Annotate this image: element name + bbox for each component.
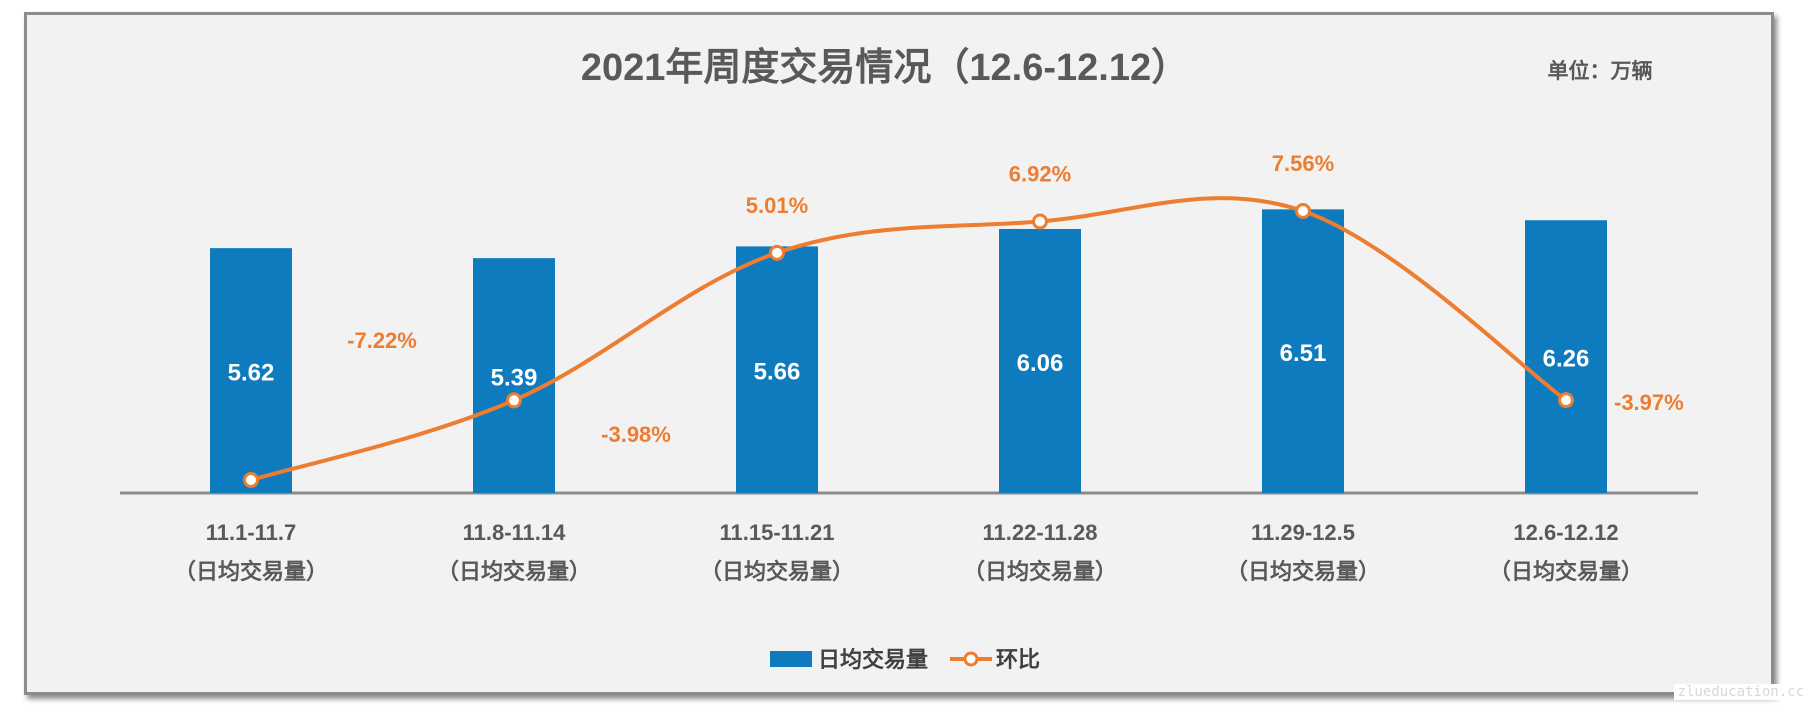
watermark: zlueducation.cc — [1673, 684, 1804, 700]
line-value-label: -3.97% — [1614, 390, 1684, 415]
bar-value-label: 6.06 — [1017, 350, 1064, 377]
x-tick-sublabel: （日均交易量） — [1226, 559, 1380, 584]
x-tick-sublabel: （日均交易量） — [174, 559, 328, 584]
unit-label: 单位：万辆 — [1548, 59, 1653, 83]
line-point-marker — [769, 244, 785, 261]
chart-frame — [24, 12, 1774, 695]
line-point-marker — [1032, 213, 1048, 230]
line-point-marker — [243, 472, 259, 488]
line-point-marker — [1558, 392, 1574, 409]
x-tick-label: 11.22-11.28 — [982, 520, 1097, 545]
line-point-marker — [506, 392, 522, 409]
mom-change-label: -3.98% — [601, 422, 671, 447]
line-layer — [243, 196, 1574, 488]
bar — [473, 258, 555, 493]
line-series-path — [250, 196, 1568, 482]
legend-bar-label: 日均交易量 — [818, 647, 928, 672]
bar — [999, 228, 1081, 493]
bar — [736, 246, 818, 493]
bar-value-label: 5.66 — [754, 359, 801, 386]
chart-title: 2021年周度交易情况（12.6-12.12） — [581, 46, 1189, 89]
mom-change-label: -7.22% — [347, 328, 417, 353]
x-tick-label: 12.6-12.12 — [1513, 520, 1618, 545]
x-tick-sublabel: （日均交易量） — [700, 559, 854, 584]
bar-value-label: 5.62 — [228, 360, 275, 387]
bar-value-label: 6.26 — [1543, 346, 1590, 373]
x-tick-label: 11.15-11.21 — [719, 520, 834, 545]
legend: 日均交易量 环比 — [770, 647, 1040, 672]
legend-line-label: 环比 — [996, 647, 1040, 672]
bar — [1525, 220, 1607, 493]
x-tick-sublabel: （日均交易量） — [437, 559, 591, 584]
x-tick-sublabel: （日均交易量） — [963, 559, 1117, 584]
line-value-label: 5.01% — [746, 193, 808, 218]
x-tick-sublabel: （日均交易量） — [1489, 559, 1643, 584]
bar — [1262, 209, 1344, 493]
x-tick-label: 11.8-11.14 — [463, 520, 567, 545]
bar-value-label: 5.39 — [491, 365, 538, 392]
line-point-marker — [1295, 203, 1311, 219]
bar — [210, 248, 292, 493]
x-tick-label: 11.29-12.5 — [1251, 520, 1355, 545]
labels-layer: 5.62 5.39 5.66 6.06 6.51 6.26 5.01% 6.92% 7.56% -… — [174, 151, 1684, 584]
legend-bar-swatch — [770, 651, 812, 667]
bars-layer — [210, 209, 1607, 493]
x-tick-label: 11.1-11.7 — [206, 520, 297, 545]
bar-value-label: 6.51 — [1280, 340, 1327, 367]
line-value-label: 6.92% — [1009, 161, 1071, 186]
legend-line-marker — [963, 651, 979, 667]
line-value-label: 7.56% — [1272, 151, 1334, 176]
